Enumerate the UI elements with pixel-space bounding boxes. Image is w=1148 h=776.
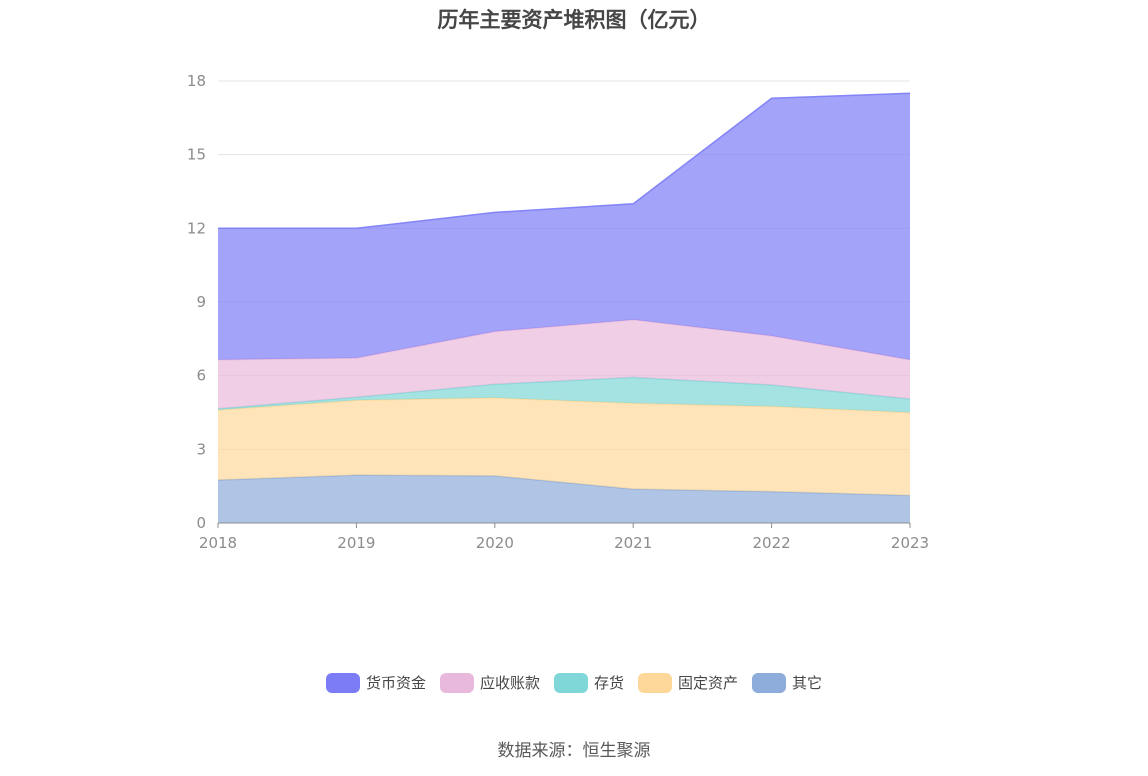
legend-label: 应收账款 [479,674,540,692]
y-tick-label: 0 [196,514,206,532]
data-source: 数据来源：恒生聚源 [497,741,651,761]
x-tick-label: 2023 [891,534,929,552]
area-存货 [218,377,910,413]
area-货币资金 [218,93,910,360]
y-tick-label: 6 [196,367,206,385]
y-tick-label: 15 [187,146,206,164]
legend-swatch [638,672,672,693]
x-tick-label: 2022 [753,534,791,552]
area-应收账款 [218,319,910,409]
legend-item[interactable]: 货币资金 [325,672,426,693]
x-tick-label: 2021 [614,534,652,552]
legend-swatch [439,672,474,693]
y-tick-label: 12 [187,219,206,237]
legend-swatch [553,672,588,693]
legend-item[interactable]: 固定资产 [638,672,738,693]
chart-title: 历年主要资产堆积图（亿元） [437,8,711,32]
y-tick-label: 3 [196,440,206,458]
legend-label: 固定资产 [678,674,739,692]
legend-swatch [752,672,787,693]
x-tick-label: 2018 [199,534,237,552]
chart-legend: 货币资金 应收账款 存货 固定资产 其它 [0,672,1148,693]
x-tick-label: 2019 [337,534,375,552]
legend-label: 货币资金 [365,674,426,692]
area-line-货币资金 [218,92,911,230]
legend-item[interactable]: 应收账款 [439,672,540,693]
area-series [217,92,911,523]
legend-label: 其它 [792,674,823,692]
area-其它 [218,475,910,523]
y-tick-label: 18 [187,72,206,90]
area-固定资产 [218,397,910,496]
legend-swatch [325,672,360,693]
legend-item[interactable]: 存货 [553,672,624,693]
area-line-存货 [217,376,911,410]
x-tick-label: 2020 [476,534,514,552]
legend-label: 存货 [593,674,624,692]
y-tick-label: 9 [196,293,206,311]
legend-item[interactable]: 其它 [752,672,822,693]
axes: 0 3 6 9 12 15 18 2018 2019 2020 2021 2022 2023 [187,72,929,552]
stacked-area-chart: 0 3 6 9 12 15 18 2018 2019 2020 2021 2022 2023 [187,72,929,552]
